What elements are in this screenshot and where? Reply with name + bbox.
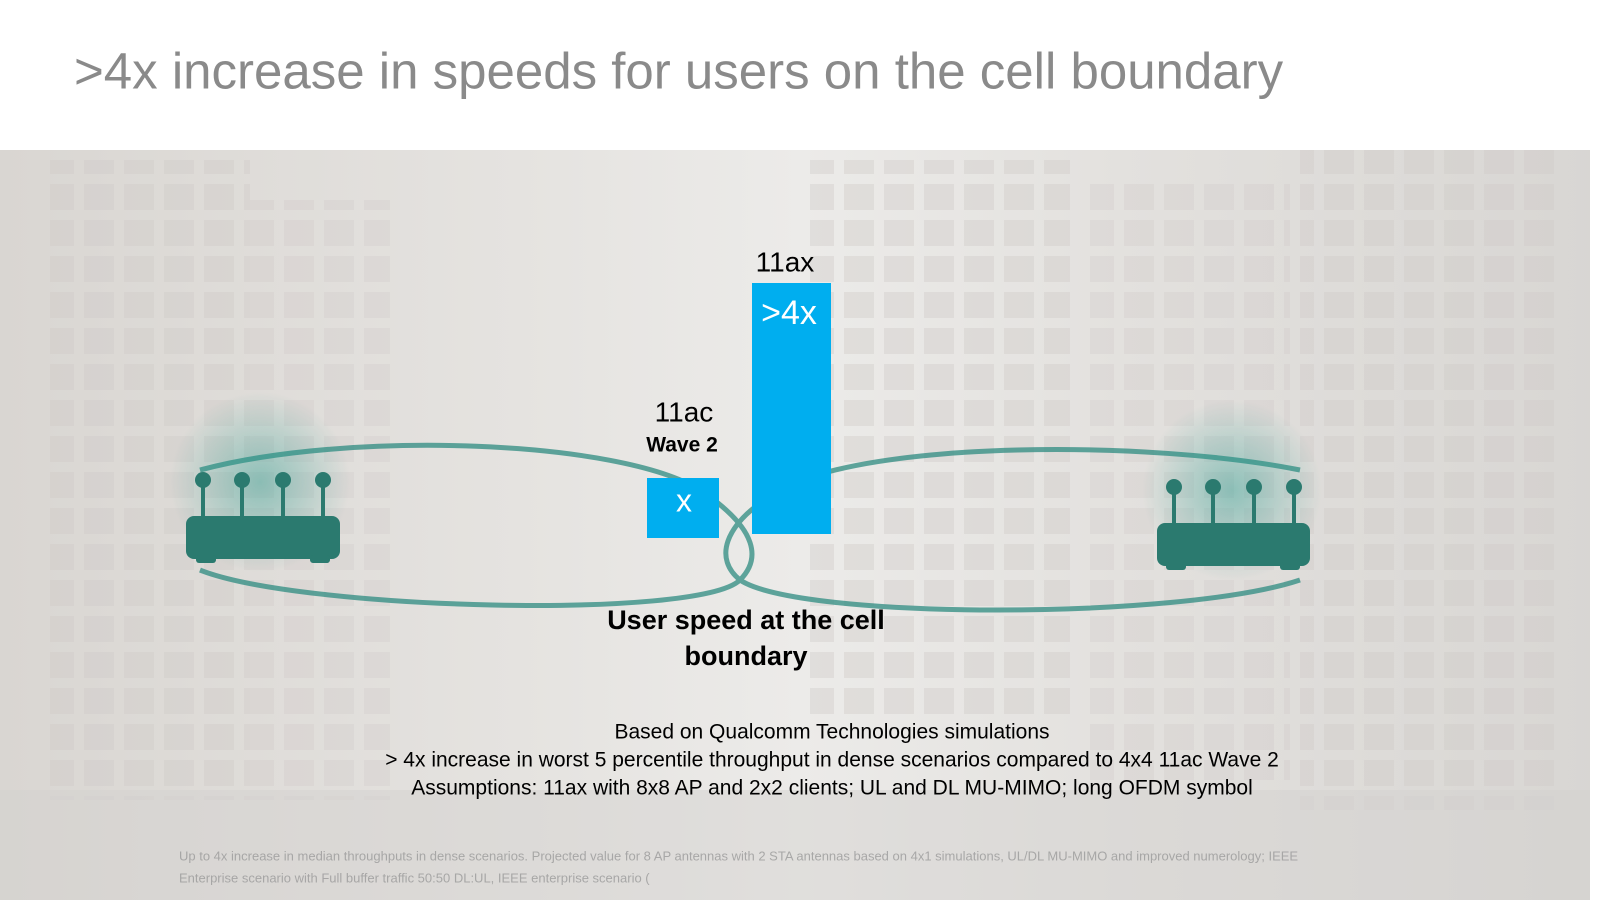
bar-sublabel: Wave 2	[646, 434, 718, 457]
caption: User speed at the cell	[607, 605, 885, 635]
bar-11ac	[647, 478, 719, 538]
title: >4x increase in speeds for users on the …	[74, 42, 1284, 99]
router-left	[170, 392, 350, 572]
bar-11ax	[752, 283, 831, 534]
note: > 4x increase in worst 5 percentile thro…	[385, 749, 1279, 772]
caption: boundary	[684, 641, 807, 671]
router-right	[1142, 400, 1322, 580]
bar-text: >4x	[761, 294, 817, 332]
signal-curves	[199, 442, 1301, 613]
bar-label: 11ac	[655, 396, 714, 427]
edge	[1590, 0, 1600, 900]
footnote: Enterprise scenario with Full buffer tra…	[179, 870, 650, 885]
footnote: Up to 4x increase in median throughputs …	[179, 848, 1298, 863]
note: Assumptions: 11ax with 8x8 AP and 2x2 cl…	[411, 777, 1253, 800]
bar-label: 11ax	[756, 246, 815, 277]
note: Based on Qualcomm Technologies simulatio…	[614, 721, 1049, 744]
bar-text: x	[676, 482, 692, 518]
